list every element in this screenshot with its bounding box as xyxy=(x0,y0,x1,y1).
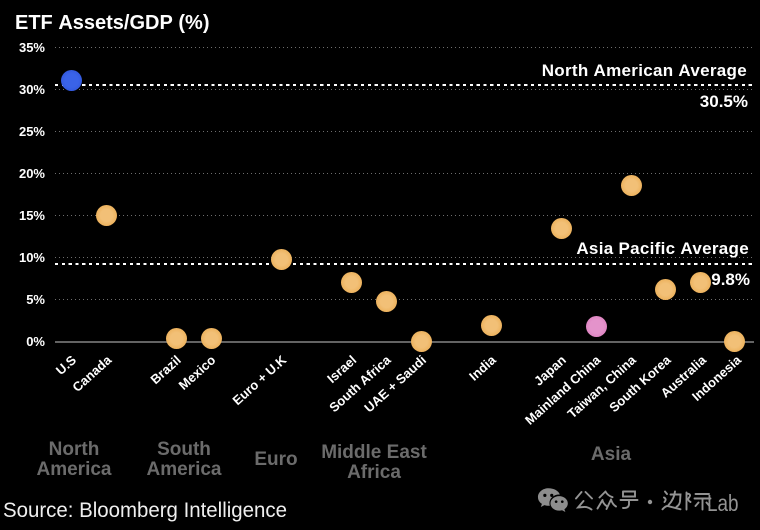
svg-text:Lab: Lab xyxy=(707,490,739,515)
